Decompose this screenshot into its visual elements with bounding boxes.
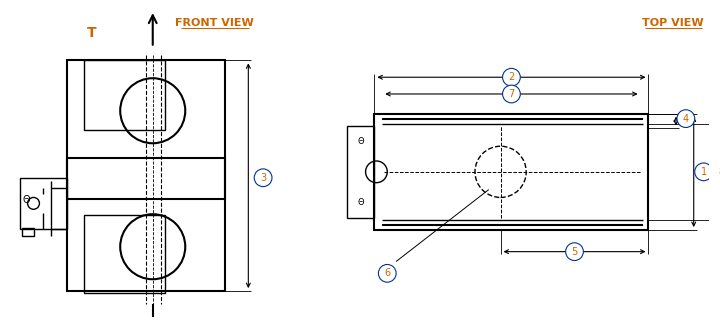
Text: T: T <box>87 26 96 40</box>
Circle shape <box>254 169 272 187</box>
Text: Θ: Θ <box>357 198 364 207</box>
Circle shape <box>503 85 521 103</box>
Circle shape <box>677 110 695 127</box>
Circle shape <box>566 243 583 261</box>
Circle shape <box>713 163 720 181</box>
Text: 2: 2 <box>508 72 515 82</box>
Text: 1: 1 <box>701 167 706 177</box>
Text: 3: 3 <box>260 173 266 183</box>
Text: 5: 5 <box>572 247 577 257</box>
Text: Θ: Θ <box>23 195 30 205</box>
Bar <box>374 114 649 230</box>
Bar <box>67 158 225 199</box>
Circle shape <box>695 163 713 181</box>
Text: 6: 6 <box>384 268 390 278</box>
Text: 8: 8 <box>719 167 720 177</box>
Circle shape <box>379 265 396 282</box>
Bar <box>22 228 34 236</box>
Circle shape <box>503 68 521 86</box>
Bar <box>19 178 67 229</box>
Text: FRONT VIEW: FRONT VIEW <box>176 18 254 28</box>
Bar <box>84 60 165 130</box>
Bar <box>67 60 225 291</box>
Bar <box>84 215 165 293</box>
Text: TOP VIEW: TOP VIEW <box>642 18 704 28</box>
Bar <box>347 126 374 218</box>
Text: 4: 4 <box>683 114 689 124</box>
Text: 7: 7 <box>508 89 515 99</box>
Text: Θ: Θ <box>357 137 364 146</box>
